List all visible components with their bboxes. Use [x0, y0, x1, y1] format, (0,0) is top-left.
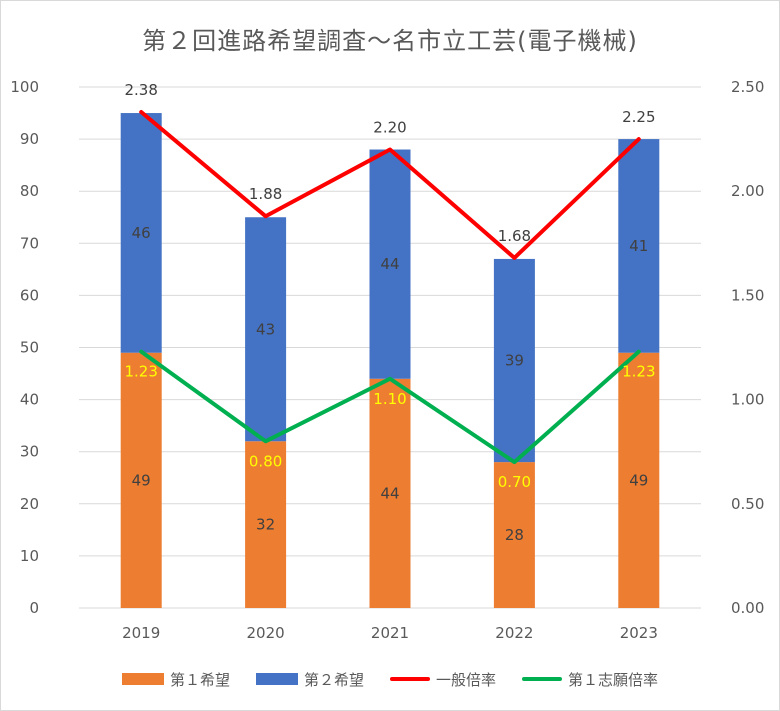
x-tick-label: 2021	[371, 624, 409, 642]
y-left-tick-label: 100	[10, 78, 39, 96]
bar-label-second-choice: 43	[256, 320, 275, 338]
y-left-tick-label: 20	[20, 495, 39, 513]
y-left-tick-label: 50	[20, 339, 39, 357]
bar-label-second-choice: 46	[132, 224, 151, 242]
bar-label-second-choice: 41	[629, 237, 648, 255]
data-label-first-choice-ratio: 0.70	[498, 473, 531, 491]
y-right-tick-label: 1.00	[731, 391, 764, 409]
bar-second-choice	[120, 113, 162, 353]
x-tick-label: 2023	[620, 624, 658, 642]
bar-second-choice	[618, 139, 660, 353]
legend-swatch-first-choice	[121, 673, 164, 685]
data-label-general-ratio: 2.25	[622, 108, 655, 126]
legend-item-second-choice: 第２希望	[255, 669, 364, 690]
bar-label-first-choice: 28	[505, 526, 524, 544]
bar-first-choice	[245, 441, 287, 608]
bar-first-choice	[369, 378, 411, 608]
chart-legend: 第１希望 第２希望 一般倍率 第１志願倍率	[1, 667, 779, 691]
legend-label-second-choice: 第２希望	[303, 670, 364, 689]
bar-second-choice	[245, 217, 287, 442]
data-label-general-ratio: 2.20	[373, 119, 406, 137]
data-label-first-choice-ratio: 1.23	[622, 363, 655, 381]
line-first-choice-ratio	[139, 349, 641, 465]
y-left-tick-label: 80	[20, 182, 39, 200]
legend-label-general-ratio: 一般倍率	[436, 670, 497, 689]
line-general-ratio	[139, 110, 641, 260]
legend-swatch-general-ratio	[390, 677, 430, 681]
y-right-tick-label: 0.50	[731, 495, 764, 513]
bar-label-first-choice: 49	[629, 471, 648, 489]
bar-first-choice	[618, 352, 660, 608]
data-label-first-choice-ratio: 1.23	[124, 363, 157, 381]
y-left-tick-label: 90	[20, 130, 39, 148]
chart-title: 第２回進路希望調査～名市立工芸(電子機械)	[142, 27, 638, 55]
bar-label-first-choice: 44	[380, 484, 399, 502]
x-tick-label: 2020	[247, 624, 285, 642]
y-left-tick-label: 60	[20, 286, 39, 304]
y-left-tick-label: 70	[20, 234, 39, 252]
bar-first-choice	[493, 462, 535, 608]
bar-label-second-choice: 44	[380, 255, 399, 273]
legend-swatch-first-choice-ratio	[522, 677, 563, 681]
bar-second-choice	[369, 149, 411, 379]
legend-item-first-choice: 第１希望	[121, 669, 230, 690]
legend-label-first-choice: 第１希望	[169, 670, 230, 689]
legend-swatch-second-choice	[255, 673, 298, 685]
y-right-tick-label: 0.00	[731, 599, 764, 617]
legend-item-general-ratio: 一般倍率	[390, 669, 496, 690]
bar-label-first-choice: 32	[256, 516, 275, 534]
bar-label-first-choice: 49	[132, 471, 151, 489]
legend-label-first-choice-ratio: 第１志願倍率	[568, 670, 659, 689]
legend-item-first-choice-ratio: 第１志願倍率	[522, 669, 658, 690]
y-right-tick-label: 2.00	[731, 182, 764, 200]
x-tick-label: 2019	[122, 624, 160, 642]
x-tick-label: 2022	[495, 624, 533, 642]
y-left-tick-label: 10	[20, 547, 39, 565]
y-left-tick-label: 0	[29, 599, 39, 617]
y-left-tick-label: 30	[20, 443, 39, 461]
data-label-general-ratio: 2.38	[124, 81, 157, 99]
data-label-first-choice-ratio: 1.10	[373, 390, 406, 408]
data-label-general-ratio: 1.88	[249, 185, 282, 203]
y-left-tick-label: 40	[20, 391, 39, 409]
data-label-general-ratio: 1.68	[498, 227, 531, 245]
bar-label-second-choice: 39	[505, 352, 524, 370]
data-label-first-choice-ratio: 0.80	[249, 452, 282, 470]
y-right-tick-label: 1.50	[731, 286, 764, 304]
bar-second-choice	[493, 258, 535, 463]
y-right-tick-label: 2.50	[731, 78, 764, 96]
bar-first-choice	[120, 352, 162, 608]
